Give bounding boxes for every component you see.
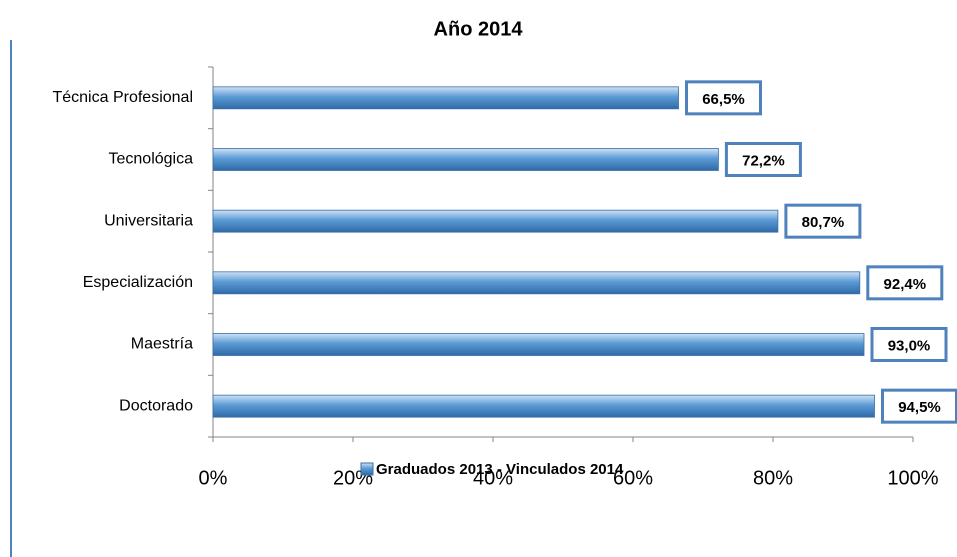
value-label: 94,5%: [898, 399, 941, 416]
x-tick-label: 80%: [753, 467, 793, 489]
x-tick-label: 40%: [473, 467, 513, 489]
value-label-box: [870, 327, 948, 362]
bar: [212, 271, 861, 295]
bar: [212, 209, 779, 233]
x-tick-label: 100%: [887, 467, 938, 489]
chart-title: Año 2014: [434, 18, 524, 40]
y-tick-label: Técnica Profesional: [52, 89, 193, 106]
value-label-box: [685, 80, 762, 116]
value-label: 66,5%: [702, 91, 745, 108]
legend-swatch: [360, 462, 374, 476]
bar: [212, 394, 875, 418]
x-tick-label: 0%: [199, 467, 228, 489]
legend-label: Graduados 2013 - Vinculados 2014: [376, 461, 624, 478]
bar: [212, 86, 679, 110]
y-tick-label: Universitaria: [104, 212, 193, 229]
y-tick-label: Maestría: [131, 336, 193, 353]
value-label: 72,2%: [742, 152, 785, 169]
value-label-box: [724, 142, 802, 177]
value-label: 93,0%: [888, 337, 931, 354]
bar: [212, 333, 865, 356]
value-label: 80,7%: [802, 214, 845, 231]
y-tick-label: Doctorado: [119, 397, 193, 414]
value-label-box: [881, 388, 957, 424]
x-tick-label: 60%: [613, 467, 653, 489]
value-label-box: [784, 203, 862, 239]
value-label-box: [866, 265, 944, 301]
bar: [212, 148, 719, 171]
value-label: 92,4%: [884, 276, 927, 293]
y-tick-label: Especialización: [83, 274, 193, 291]
y-tick-label: Tecnológica: [109, 151, 194, 168]
